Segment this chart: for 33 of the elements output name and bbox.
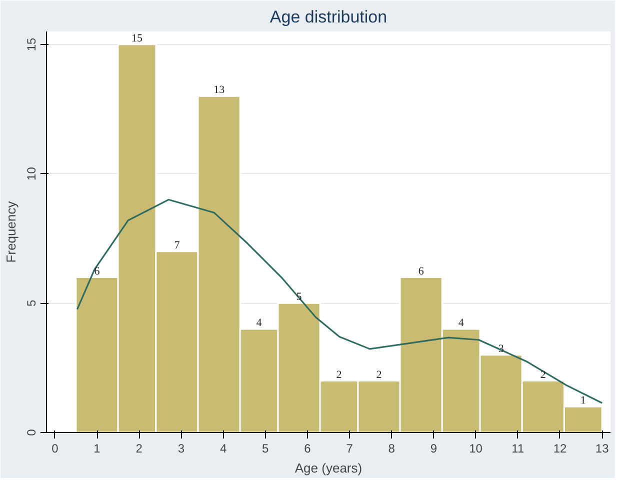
x-tick-label: 5 [262, 442, 270, 456]
data-label: 1 [580, 394, 586, 407]
x-tick-label: 8 [388, 442, 396, 456]
x-tick-label: 0 [52, 442, 59, 456]
x-tick-label: 4 [220, 442, 227, 456]
chart-title: Age distribution [270, 8, 388, 26]
line-series [76, 198, 603, 404]
y-axis-title: Frequency [4, 200, 18, 263]
data-label: 15 [131, 32, 143, 44]
x-tick-label: 1 [94, 442, 101, 456]
data-label: 6 [418, 265, 424, 278]
data-label: 13 [214, 84, 226, 96]
x-tick-label: 11 [512, 442, 524, 456]
y-tick-label: 15 [24, 37, 38, 52]
x-tick-label: 2 [136, 442, 143, 456]
x-tick-label: 10 [469, 442, 483, 456]
data-label: 4 [458, 317, 464, 330]
data-label: 2 [540, 368, 546, 381]
x-tick-label: 3 [178, 442, 185, 456]
data-label: 2 [336, 368, 342, 381]
x-axis-title: Age (years) [294, 460, 362, 476]
y-tick-label: 0 [24, 428, 38, 436]
data-label: 2 [376, 368, 382, 381]
y-tick-label: 5 [24, 299, 38, 306]
data-label: 4 [256, 317, 262, 330]
data-label: 7 [174, 239, 180, 252]
x-tick-label: 7 [346, 442, 354, 456]
x-tick-label: 12 [553, 442, 567, 456]
x-tick-label: 6 [304, 442, 312, 456]
y-tick-label: 10 [24, 166, 38, 180]
data-label: 6 [94, 265, 100, 278]
x-tick-label: 9 [430, 442, 438, 456]
x-tick-label: 13 [595, 442, 610, 456]
